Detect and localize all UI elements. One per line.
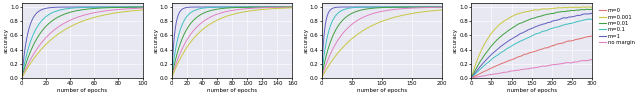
Legend: m=0, m=0.001, m=0.01, m=0.1, m=1, no margin: m=0, m=0.001, m=0.01, m=0.1, m=1, no mar… xyxy=(597,6,637,47)
X-axis label: number of epochs: number of epochs xyxy=(507,88,557,93)
X-axis label: number of epochs: number of epochs xyxy=(57,88,108,93)
Y-axis label: accuracy: accuracy xyxy=(303,28,308,53)
X-axis label: number of epochs: number of epochs xyxy=(356,88,407,93)
X-axis label: number of epochs: number of epochs xyxy=(207,88,257,93)
Y-axis label: accuracy: accuracy xyxy=(3,28,8,53)
Y-axis label: accuracy: accuracy xyxy=(154,28,158,53)
Y-axis label: accuracy: accuracy xyxy=(453,28,458,53)
